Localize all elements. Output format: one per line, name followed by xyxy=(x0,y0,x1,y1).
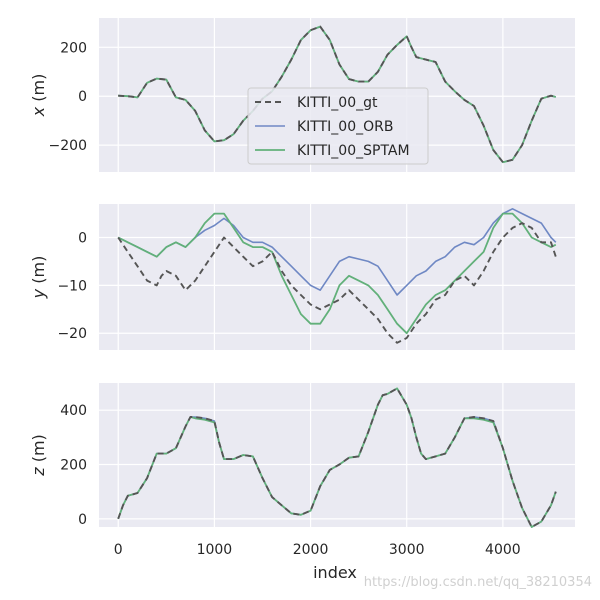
series-line-kitti-00-sptam xyxy=(117,212,557,335)
x-tick-label: 1000 xyxy=(197,542,233,558)
x-tick-label: 4000 xyxy=(485,542,521,558)
plot-background xyxy=(99,383,575,527)
panel-y: 0 −10 −20 y (m) xyxy=(29,204,575,350)
legend-entry: KITTI_00_ORB xyxy=(297,119,393,135)
watermark-text: https://blog.csdn.net/qq_38210354 xyxy=(364,575,592,590)
y-tick-label: −10 xyxy=(57,278,87,294)
legend-box xyxy=(247,87,429,165)
y-axis-label-variable: z xyxy=(29,467,48,477)
y-axis-label: x (m) xyxy=(29,74,48,118)
y-tick-label: −20 xyxy=(57,326,87,342)
y-tick-label: 400 xyxy=(60,403,87,419)
x-axis-label: index xyxy=(313,563,357,582)
plot-background xyxy=(99,204,575,350)
y-axis-label: z (m) xyxy=(29,434,48,477)
series-line-kitti-00-gt xyxy=(118,25,557,164)
y-axis-label-variable: x xyxy=(29,106,48,117)
y-axis-label-variable: y xyxy=(29,288,48,299)
y-tick-label: 0 xyxy=(78,512,87,528)
legend: KITTI_00_gt KITTI_00_ORB KITTI_00_SPTAM xyxy=(247,87,429,165)
series-line-kitti-00-gt xyxy=(117,387,557,528)
y-tick-label: 200 xyxy=(60,40,87,56)
y-axis-label: y (m) xyxy=(29,256,48,300)
x-tick-label: 0 xyxy=(114,542,123,558)
y-tick-label: 200 xyxy=(60,458,87,474)
series-line-kitti-00-gt xyxy=(117,222,557,344)
y-tick-label: −200 xyxy=(49,138,87,154)
y-axis-label-unit: (m) xyxy=(29,434,48,467)
y-axis-label-unit: (m) xyxy=(29,74,48,107)
y-tick-label: 0 xyxy=(78,231,87,247)
x-tick-label: 3000 xyxy=(389,542,425,558)
y-tick-label: 0 xyxy=(78,89,87,105)
x-tick-label: 2000 xyxy=(293,542,329,558)
legend-entry: KITTI_00_SPTAM xyxy=(297,143,410,159)
y-axis-label-unit: (m) xyxy=(29,256,48,289)
legend-entry: KITTI_00_gt xyxy=(297,95,378,111)
